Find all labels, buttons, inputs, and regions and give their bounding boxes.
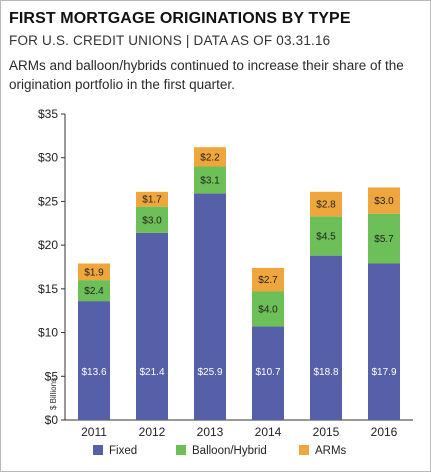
x-tick-label: 2014 (255, 425, 282, 439)
data-label: $25.9 (197, 367, 222, 378)
y-tick-label: $0 (45, 413, 59, 427)
bar-arms (368, 187, 400, 214)
y-axis-title: $ Billions (49, 378, 58, 410)
y-tick-label: $15 (38, 282, 58, 296)
y-tick-label: $20 (38, 238, 58, 252)
bar-fixed (136, 232, 168, 420)
legend-swatch (93, 445, 103, 455)
x-tick-label: 2013 (197, 425, 224, 439)
chart-title: FIRST MORTGAGE ORIGINATIONS BY TYPE (9, 10, 351, 27)
bar-balloon-hybrid (310, 216, 342, 256)
bar-arms (310, 191, 342, 217)
y-tick-label: $25 (38, 194, 58, 208)
bar-balloon-hybrid (368, 213, 400, 264)
bar-balloon-hybrid (78, 280, 110, 302)
bar-fixed (78, 301, 110, 420)
x-tick-label: 2015 (313, 425, 340, 439)
bar-balloon-hybrid (136, 206, 168, 233)
legend-swatch (176, 445, 186, 455)
legend-label: Fixed (109, 445, 137, 457)
x-tick-label: 2012 (139, 425, 166, 439)
data-label: $21.4 (139, 367, 164, 378)
legend-label: ARMs (315, 445, 347, 457)
x-tick-label: 2016 (371, 425, 398, 439)
data-label: $1.9 (84, 267, 104, 278)
chart-description: ARMs and balloon/hybrids continued to in… (9, 58, 404, 92)
data-label: $5.7 (374, 234, 394, 245)
bar-fixed (252, 326, 284, 420)
data-label: $2.8 (316, 200, 336, 211)
y-tick-label: $5 (45, 369, 59, 383)
y-tick-label: $30 (38, 151, 58, 165)
data-label: $10.7 (255, 367, 280, 378)
data-label: $3.0 (142, 215, 162, 226)
y-tick-label: $10 (38, 326, 58, 340)
bar-arms (136, 191, 168, 207)
bar-balloon-hybrid (194, 166, 226, 194)
data-label: $2.7 (258, 275, 278, 286)
data-label: $3.1 (200, 176, 220, 187)
data-label: $18.8 (313, 367, 338, 378)
data-label: $4.5 (316, 231, 336, 242)
x-tick-label: 2011 (81, 425, 107, 439)
bar-fixed (194, 193, 226, 420)
data-label: $2.4 (84, 286, 104, 297)
data-label: $2.2 (200, 152, 220, 163)
legend-swatch (299, 445, 309, 455)
data-label: $4.0 (258, 304, 278, 315)
bar-arms (194, 147, 226, 167)
legend-label: Balloon/Hybrid (192, 445, 267, 457)
bar-fixed (368, 263, 400, 420)
bar-balloon-hybrid (252, 291, 284, 327)
y-tick-label: $35 (38, 107, 58, 121)
data-label: $13.6 (81, 367, 106, 378)
chart-subtitle: FOR U.S. CREDIT UNIONS | DATA AS OF 03.3… (9, 33, 331, 48)
bar-arms (252, 267, 284, 292)
data-label: $17.9 (371, 367, 396, 378)
data-label: $1.7 (142, 195, 162, 206)
data-label: $3.0 (374, 196, 394, 207)
bar-fixed (310, 255, 342, 420)
bar-arms (78, 263, 110, 281)
